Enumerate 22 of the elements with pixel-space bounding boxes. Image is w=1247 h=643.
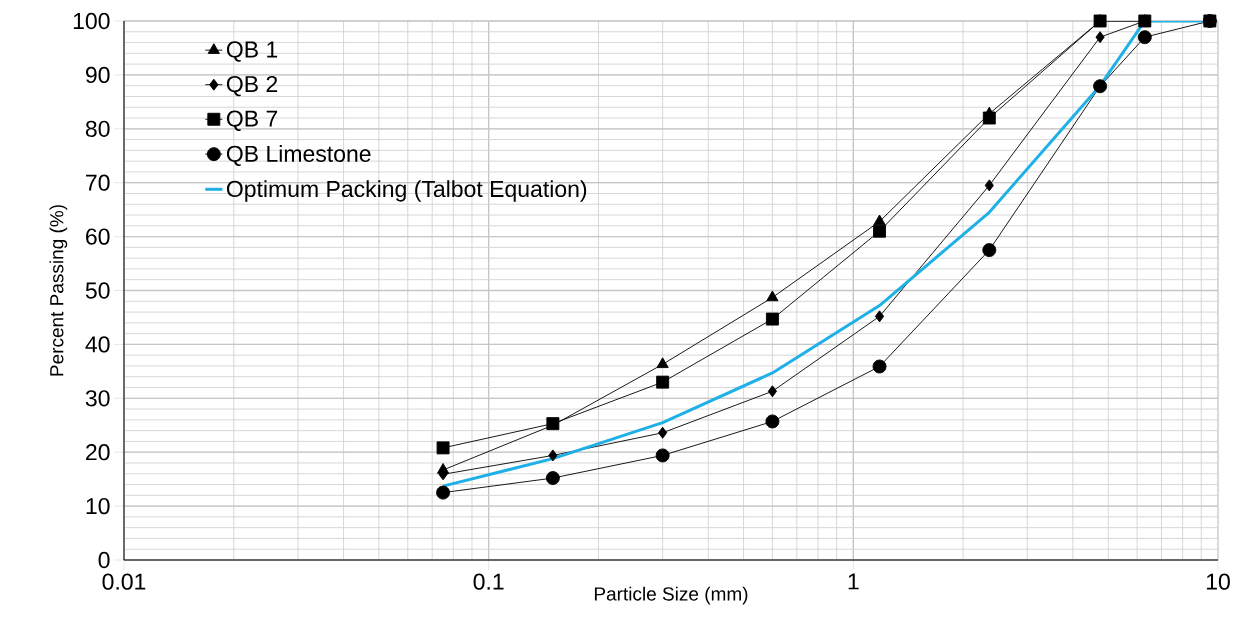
- y-tick-label: 80: [85, 120, 110, 137]
- y-tick-label: 40: [85, 336, 110, 353]
- y-tick-label: 30: [85, 390, 110, 407]
- x-tick-label: 1: [848, 573, 859, 590]
- legend-label: QB 7: [226, 110, 278, 131]
- x-tick-label: 10: [1206, 573, 1230, 590]
- y-tick-label: 50: [85, 282, 110, 299]
- legend-label: QB Limestone: [226, 145, 371, 167]
- y-tick-label: 90: [85, 66, 110, 84]
- x-tick-label: 0.01: [102, 573, 146, 590]
- legend-label: QB 2: [226, 75, 278, 97]
- x-tick-label: 0.1: [473, 573, 504, 590]
- y-tick-label: 100: [73, 12, 110, 30]
- legend-label: Optimum Packing (Talbot Equation): [226, 180, 587, 202]
- y-tick-label: 0: [98, 551, 110, 569]
- legend-label: QB 1: [226, 41, 278, 62]
- y-tick-label: 60: [86, 228, 110, 245]
- y-tick-label: 70: [86, 174, 110, 191]
- y-tick-label: 20: [86, 444, 110, 461]
- y-axis-title: Percent Passing (%): [49, 205, 68, 376]
- x-axis-title: Particle Size (mm): [594, 586, 748, 605]
- y-tick-label: 10: [86, 497, 110, 515]
